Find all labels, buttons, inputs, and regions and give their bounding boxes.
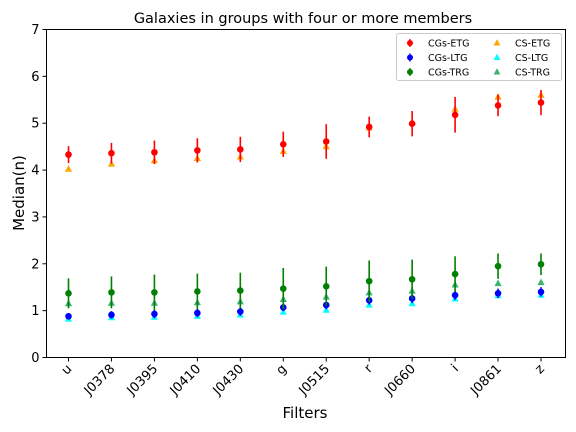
y-tick-label: 1	[31, 304, 39, 319]
y-tick-label: 5	[31, 117, 39, 132]
data-point	[108, 311, 115, 319]
data-point	[537, 99, 545, 106]
x-tick-label: J0410	[167, 362, 204, 399]
y-axis: 0 1 2 3 4 5 6 7	[31, 23, 47, 366]
x-tick-label: u	[59, 362, 75, 378]
legend-label: CS-ETG	[515, 39, 550, 50]
x-tick-label: J0660	[382, 362, 419, 399]
data-point	[408, 120, 416, 127]
data-point	[65, 151, 72, 158]
legend-label: CS-LTG	[515, 53, 548, 64]
legend-marker	[493, 39, 501, 46]
data-point	[537, 278, 545, 286]
x-tick-label: J0395	[124, 362, 161, 399]
data-point	[237, 287, 244, 294]
data-point	[322, 138, 330, 145]
y-tick-label: 2	[31, 257, 39, 272]
y-axis-title: Median(n)	[10, 155, 28, 231]
series-cs-trg	[64, 278, 545, 307]
data-point	[494, 102, 502, 109]
chart-title: Galaxies in groups with four or more mem…	[134, 11, 472, 27]
data-point	[151, 148, 158, 156]
x-tick-label: J0430	[210, 362, 247, 399]
x-tick-label: J0378	[81, 362, 118, 399]
data-point	[194, 309, 201, 317]
data-point	[494, 262, 502, 270]
x-tick-label: z	[532, 362, 548, 378]
series-cgs-ltg	[65, 287, 545, 320]
data-point	[537, 288, 545, 296]
series-cgs-trg	[65, 253, 545, 311]
data-point	[108, 289, 115, 296]
legend-marker	[493, 53, 501, 60]
y-tick-label: 0	[31, 351, 39, 366]
data-point	[65, 312, 72, 320]
data-point	[451, 270, 459, 278]
data-point	[237, 146, 244, 153]
x-axis-title: Filters	[283, 404, 328, 422]
series-cs-ltg	[64, 291, 545, 322]
y-tick-label: 7	[31, 23, 39, 38]
legend-label: CGs-LTG	[428, 53, 468, 64]
legend-marker	[493, 68, 501, 75]
x-tick-label: J0861	[467, 362, 504, 399]
series-cs-etg	[64, 91, 545, 172]
data-point	[65, 290, 72, 297]
x-tick-label: r	[362, 361, 377, 376]
legend-label: CGs-ETG	[428, 39, 470, 50]
data-point	[451, 291, 459, 299]
x-tick-label: i	[449, 362, 462, 375]
data-point	[451, 111, 459, 119]
data-point	[64, 165, 73, 172]
data-point	[322, 282, 330, 290]
series-cgs-etg	[65, 89, 545, 164]
data-point	[194, 288, 201, 295]
data-point	[279, 141, 287, 148]
data-point	[494, 279, 502, 287]
data-point	[322, 306, 330, 313]
data-point	[537, 260, 545, 268]
series-layer	[64, 89, 545, 322]
data-point	[194, 147, 201, 154]
legend-marker	[407, 69, 413, 75]
data-point	[151, 289, 158, 296]
y-tick-label: 4	[31, 164, 39, 179]
legend: CGs-ETG CGs-LTG CGs-TRG CS-ETG CS-LTG CS-TRG	[396, 33, 562, 81]
data-point	[494, 290, 502, 297]
plot-frame	[46, 29, 566, 358]
data-point	[279, 308, 287, 315]
y-tick-label: 3	[31, 210, 39, 225]
y-tick-label: 6	[31, 70, 39, 85]
legend-marker	[407, 54, 413, 61]
x-tick-label: g	[274, 362, 290, 378]
data-point	[365, 123, 373, 131]
data-point	[237, 308, 244, 315]
legend-label: CS-TRG	[515, 68, 550, 79]
data-point	[408, 275, 416, 283]
legend-label: CGs-TRG	[428, 68, 469, 79]
data-point	[279, 285, 287, 292]
legend-frame	[396, 33, 562, 81]
legend-marker	[407, 40, 413, 46]
x-tick-label: J0515	[296, 362, 333, 399]
data-point	[108, 149, 115, 157]
data-point	[365, 277, 373, 285]
x-axis: u J0378 J0395 J0410 J0430 g J0515 r J0660 i J0861 z	[59, 357, 548, 399]
data-point	[151, 310, 158, 318]
